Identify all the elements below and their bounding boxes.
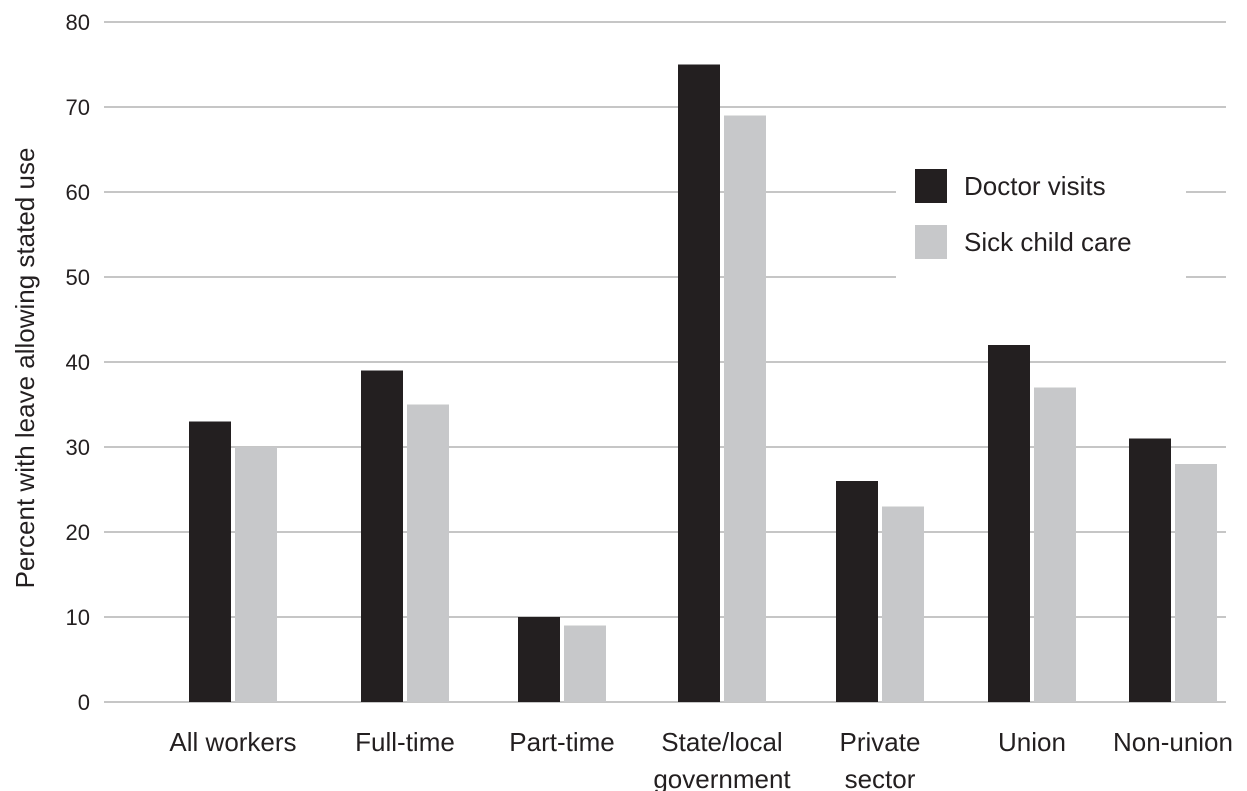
legend: Doctor visits Sick child care — [896, 140, 1186, 280]
y-tick-label: 30 — [66, 435, 90, 460]
bar-sick-child-care-5 — [1034, 387, 1076, 702]
y-tick-label: 50 — [66, 265, 90, 290]
legend-label: Doctor visits — [964, 171, 1106, 201]
y-axis-ticks: 0 10 20 30 40 50 60 70 80 — [66, 10, 90, 715]
bar-sick-child-care-0 — [235, 447, 277, 702]
bar-doctor-visits-3 — [678, 64, 720, 702]
x-category-label: Non-union — [1113, 727, 1233, 757]
bar-sick-child-care-2 — [564, 625, 606, 702]
y-tick-label: 20 — [66, 520, 90, 545]
bar-doctor-visits-0 — [189, 421, 231, 702]
bar-sick-child-care-6 — [1175, 464, 1217, 702]
bars — [189, 64, 1217, 702]
x-category-label: State/local — [661, 727, 782, 757]
bar-doctor-visits-6 — [1129, 438, 1171, 702]
x-category-label: government — [653, 764, 791, 791]
x-category-label: Private — [840, 727, 921, 757]
gridlines — [104, 21, 1226, 703]
bar-doctor-visits-2 — [518, 617, 560, 702]
y-tick-label: 80 — [66, 10, 90, 35]
x-category-label: sector — [845, 764, 916, 791]
x-category-label: All workers — [169, 727, 296, 757]
category-labels: All workers Full-time Part-time State/local… — [169, 727, 1233, 791]
bar-doctor-visits-5 — [988, 345, 1030, 702]
y-axis-title: Percent with leave allowing stated use — [10, 148, 40, 589]
x-category-label: Full-time — [355, 727, 455, 757]
y-tick-label: 60 — [66, 180, 90, 205]
legend-swatch-doctor-visits — [915, 169, 947, 203]
y-tick-label: 70 — [66, 95, 90, 120]
bar-sick-child-care-1 — [407, 404, 449, 702]
legend-swatch-sick-child-care — [915, 225, 947, 259]
x-category-label: Part-time — [509, 727, 614, 757]
y-tick-label: 10 — [66, 605, 90, 630]
bar-sick-child-care-4 — [882, 506, 924, 702]
bar-doctor-visits-4 — [836, 481, 878, 702]
y-tick-label: 0 — [78, 690, 90, 715]
legend-label: Sick child care — [964, 227, 1132, 257]
y-tick-label: 40 — [66, 350, 90, 375]
x-category-label: Union — [998, 727, 1066, 757]
bar-sick-child-care-3 — [724, 115, 766, 702]
bar-doctor-visits-1 — [361, 370, 403, 702]
